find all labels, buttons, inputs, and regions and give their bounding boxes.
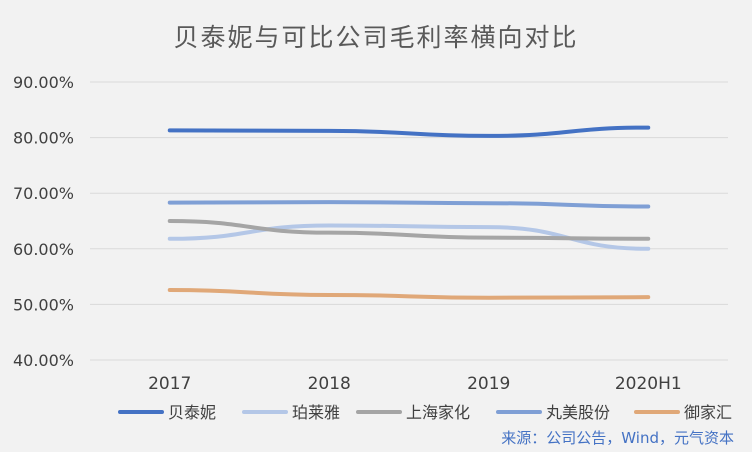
legend-label: 御家汇 — [684, 403, 732, 422]
y-tick-label: 80.00% — [13, 129, 74, 148]
x-tick-label: 2017 — [148, 374, 191, 394]
legend-label: 丸美股份 — [546, 403, 610, 422]
y-tick-label: 60.00% — [13, 240, 74, 259]
legend-label: 上海家化 — [406, 403, 470, 422]
chart-title: 贝泰妮与可比公司毛利率横向对比 — [173, 23, 579, 52]
series-line — [167, 287, 651, 300]
series-line — [167, 219, 651, 241]
y-tick-label: 70.00% — [13, 184, 74, 203]
y-tick-label: 90.00% — [13, 73, 74, 92]
y-tick-label: 50.00% — [13, 295, 74, 314]
source-note: 来源：公司公告，Wind，元气资本 — [501, 429, 734, 447]
series-line — [167, 200, 651, 209]
legend-label: 珀莱雅 — [292, 403, 340, 422]
x-tick-label: 2019 — [467, 374, 510, 394]
x-tick-label: 2018 — [308, 374, 351, 394]
legend-label: 贝泰妮 — [168, 403, 216, 422]
series-line — [167, 125, 651, 138]
x-tick-label: 2020H1 — [615, 374, 682, 394]
y-tick-label: 40.00% — [13, 351, 74, 370]
